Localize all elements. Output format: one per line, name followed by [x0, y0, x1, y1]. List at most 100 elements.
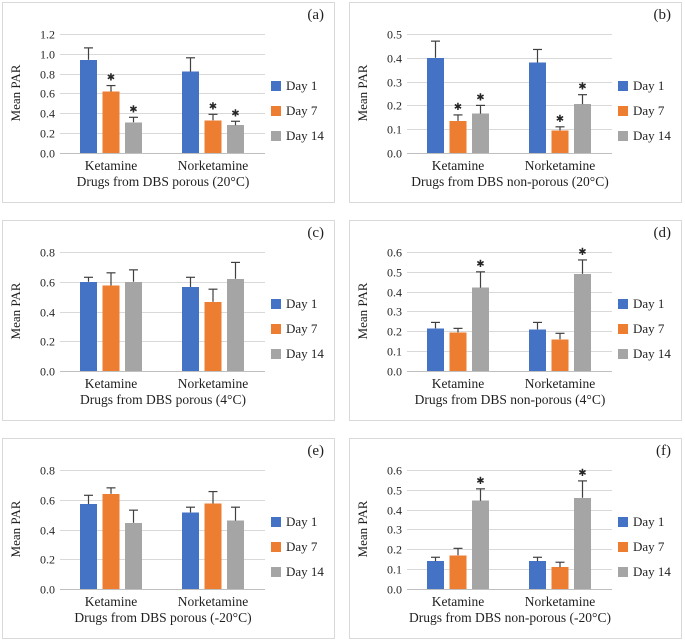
y-tick-label: 0.4: [387, 504, 402, 518]
y-tick-label: 0.0: [40, 365, 55, 379]
x-axis-title: Drugs from DBS non-porous (-20°C): [409, 610, 611, 625]
bar-chart: 0.0 0.1 0.2 0.3 0.4 0.5 0.6 ✱ ✱: [387, 246, 612, 379]
legend-item-day1: Day 1: [271, 78, 324, 94]
bar-day-1-norketamine: [529, 561, 546, 589]
legend-label: Day 14: [633, 346, 671, 361]
bar-day-7-ketamine: [449, 555, 467, 589]
category-label-norketamine: Norketamine: [524, 594, 596, 609]
day1-swatch-icon: [618, 81, 628, 91]
legend-item-day7: Day 7: [618, 103, 671, 119]
y-tick-label: 0.2: [40, 553, 55, 567]
y-tick-label: 0.4: [40, 306, 55, 320]
legend-item-day14: Day 14: [271, 128, 324, 144]
significance-star: ✱: [578, 82, 586, 93]
legend-item-day1: Day 1: [618, 514, 671, 530]
y-tick-label: 0.8: [40, 68, 55, 82]
y-tick-label: 0.3: [387, 305, 402, 319]
legend-label: Day 14: [286, 128, 324, 143]
x-axis-title: Drugs from DBS porous (4°C): [80, 392, 246, 407]
x-axis-title: Drugs from DBS non-porous (20°C): [411, 174, 609, 189]
panel-letter: (f): [656, 443, 671, 459]
bar-day-7-ketamine: [102, 91, 120, 153]
bar-day-14-ketamine: [472, 500, 489, 589]
legend-label: Day 14: [286, 346, 324, 361]
y-tick-label: 0.0: [387, 147, 402, 161]
y-tick-label: 0.2: [387, 543, 402, 557]
panel-d: (d) Mean PAR 0.0 0.1 0.2 0.3 0.4 0.5 0.6 ✱ ✱ Ket…: [349, 220, 682, 421]
legend-item-day14: Day 14: [618, 346, 671, 362]
y-tick-label: 0.5: [387, 484, 402, 498]
legend: Day 1 Day 7 Day 14: [618, 78, 671, 144]
day14-swatch-icon: [271, 131, 281, 141]
panel-letter: (e): [307, 443, 324, 459]
category-label-norketamine: Norketamine: [177, 376, 249, 391]
legend-item-day7: Day 7: [271, 321, 324, 337]
legend-label: Day 1: [633, 296, 665, 311]
legend-item-day7: Day 7: [618, 539, 671, 555]
category-label-ketamine: Ketamine: [84, 376, 138, 391]
y-tick-label: 0.1: [387, 123, 402, 137]
legend-item-day14: Day 14: [271, 346, 324, 362]
y-tick-label: 0.2: [40, 335, 55, 349]
category-label-norketamine: Norketamine: [524, 158, 596, 173]
bar-day-1-norketamine: [182, 512, 199, 589]
panel-b: (b) Mean PAR 0.0 0.1 0.2 0.3 0.4 0.5 ✱ ✱ ✱ ✱ Keta…: [349, 2, 682, 203]
legend-item-day7: Day 7: [271, 103, 324, 119]
y-tick-label: 0.4: [40, 107, 55, 121]
significance-star: ✱: [454, 102, 462, 113]
bar-day-14-norketamine: [574, 104, 591, 153]
legend: Day 1 Day 7 Day 14: [618, 296, 671, 362]
x-axis-title: Drugs from DBS porous (-20°C): [74, 610, 252, 625]
category-label-ketamine: Ketamine: [431, 376, 485, 391]
y-tick-label: 0.1: [387, 345, 402, 359]
legend-label: Day 1: [633, 78, 665, 93]
legend: Day 1 Day 7 Day 14: [271, 296, 324, 362]
y-tick-label: 0.2: [387, 325, 402, 339]
legend-label: Day 7: [633, 321, 665, 336]
legend-item-day7: Day 7: [271, 539, 324, 555]
day1-swatch-icon: [271, 517, 281, 527]
bar-day-14-ketamine: [125, 122, 142, 153]
y-tick-label: 0.4: [387, 52, 402, 66]
significance-star: ✱: [107, 73, 115, 84]
day7-swatch-icon: [618, 324, 628, 334]
legend-label: Day 14: [633, 128, 671, 143]
y-tick-label: 0.2: [387, 99, 402, 113]
legend-label: Day 14: [633, 564, 671, 579]
category-label-norketamine: Norketamine: [524, 376, 596, 391]
legend-item-day14: Day 14: [271, 564, 324, 580]
y-tick-label: 0.6: [387, 464, 402, 478]
y-tick-label: 0.6: [40, 87, 55, 101]
bar-day-1-norketamine: [182, 287, 199, 371]
bar-chart: 0.0 0.1 0.2 0.3 0.4 0.5 ✱ ✱ ✱ ✱: [387, 28, 612, 161]
panel-letter: (d): [653, 225, 672, 241]
y-tick-label: 0.0: [40, 147, 55, 161]
bar-day-1-norketamine: [529, 62, 546, 153]
day1-swatch-icon: [618, 517, 628, 527]
day7-swatch-icon: [618, 106, 628, 116]
significance-star: ✱: [476, 476, 484, 487]
significance-star: ✱: [231, 108, 239, 119]
panel-letter: (b): [653, 7, 672, 23]
legend-label: Day 7: [286, 103, 318, 118]
legend-item-day1: Day 1: [271, 514, 324, 530]
legend-label: Day 14: [286, 564, 324, 579]
legend-label: Day 7: [286, 539, 318, 554]
bar-day-1-norketamine: [529, 329, 546, 371]
day7-swatch-icon: [271, 542, 281, 552]
x-axis-title: Drugs from DBS porous (20°C): [76, 174, 250, 189]
bar-chart: 0.0 0.2 0.4 0.6 0.8: [40, 246, 265, 379]
day1-swatch-icon: [618, 299, 628, 309]
bar-day-14-norketamine: [227, 520, 244, 589]
category-label-norketamine: Norketamine: [177, 158, 249, 173]
legend-item-day1: Day 1: [618, 296, 671, 312]
bar-day-14-norketamine: [227, 278, 244, 371]
y-tick-label: 1.2: [40, 28, 55, 42]
day14-swatch-icon: [618, 349, 628, 359]
day14-swatch-icon: [271, 349, 281, 359]
bar-day-7-norketamine: [204, 120, 222, 153]
category-label-norketamine: Norketamine: [177, 594, 249, 609]
significance-star: ✱: [476, 92, 484, 103]
legend-item-day7: Day 7: [618, 321, 671, 337]
legend-label: Day 7: [633, 539, 665, 554]
